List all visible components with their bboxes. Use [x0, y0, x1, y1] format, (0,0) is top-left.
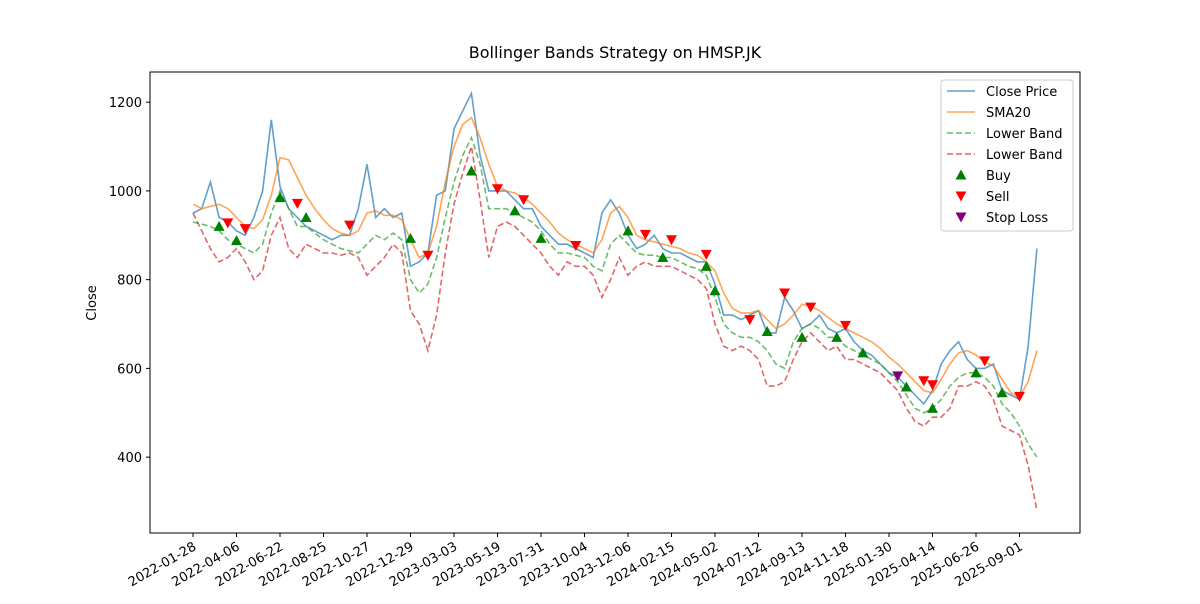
legend-label: Sell [986, 190, 1009, 205]
signal-marker [927, 402, 938, 413]
legend-label: Stop Loss [986, 211, 1048, 226]
signal-marker [509, 205, 521, 216]
signal-marker [344, 220, 356, 231]
signal-marker [779, 288, 791, 299]
signal-marker [231, 235, 242, 246]
signal-marker [465, 165, 477, 176]
series-line [192, 146, 1038, 511]
series-line [192, 90, 1038, 406]
series-line [192, 116, 1038, 399]
legend-label: SMA20 [986, 106, 1031, 121]
signal-marker [970, 367, 982, 378]
signal-marker [744, 315, 756, 326]
signal-marker [422, 250, 434, 261]
legend-label: Lower Band [986, 127, 1062, 142]
signal-marker [805, 302, 817, 313]
y-tick-label: 600 [117, 362, 142, 377]
signal-marker [1014, 391, 1025, 402]
signal-marker [405, 232, 416, 243]
y-axis-label: Close [85, 285, 100, 320]
signal-marker [622, 225, 634, 236]
signal-marker [518, 195, 530, 206]
signal-marker [927, 380, 938, 391]
signal-marker [213, 220, 225, 231]
signal-marker [300, 212, 312, 223]
signal-marker [857, 347, 869, 358]
signal-marker [639, 229, 651, 240]
legend-label: Lower Band [986, 148, 1062, 163]
signal-marker [239, 224, 251, 235]
signal-marker [900, 381, 912, 392]
legend-box [940, 79, 1074, 232]
legend-label: Buy [986, 169, 1011, 184]
signal-marker [831, 331, 843, 342]
signal-marker [222, 218, 234, 229]
signal-marker [666, 235, 677, 246]
signal-marker [570, 240, 582, 251]
y-tick-label: 400 [117, 451, 142, 466]
signal-marker [492, 184, 503, 195]
signal-marker [796, 331, 808, 342]
plot-frame [149, 71, 1081, 534]
signal-marker [535, 232, 547, 243]
signal-marker [709, 285, 721, 296]
signal-marker [918, 376, 930, 387]
chart-title: Bollinger Bands Strategy on HMSP.JK [469, 43, 762, 62]
signal-marker [700, 249, 712, 260]
signal-marker [979, 356, 991, 367]
signal-marker [840, 320, 851, 331]
y-tick-label: 1200 [109, 96, 142, 111]
legend-swatch [955, 191, 967, 202]
signal-marker [761, 326, 773, 337]
legend-swatch [955, 212, 967, 223]
signal-marker [291, 198, 303, 209]
legend-label: Close Price [986, 85, 1057, 100]
signal-marker [657, 251, 669, 262]
signal-marker [274, 192, 286, 203]
y-tick-label: 1000 [109, 185, 142, 200]
series-line [192, 135, 1038, 458]
signal-marker [700, 260, 712, 271]
y-tick-label: 800 [117, 274, 142, 289]
signal-marker [892, 371, 904, 382]
signal-marker [996, 387, 1008, 398]
legend-swatch [955, 169, 967, 180]
